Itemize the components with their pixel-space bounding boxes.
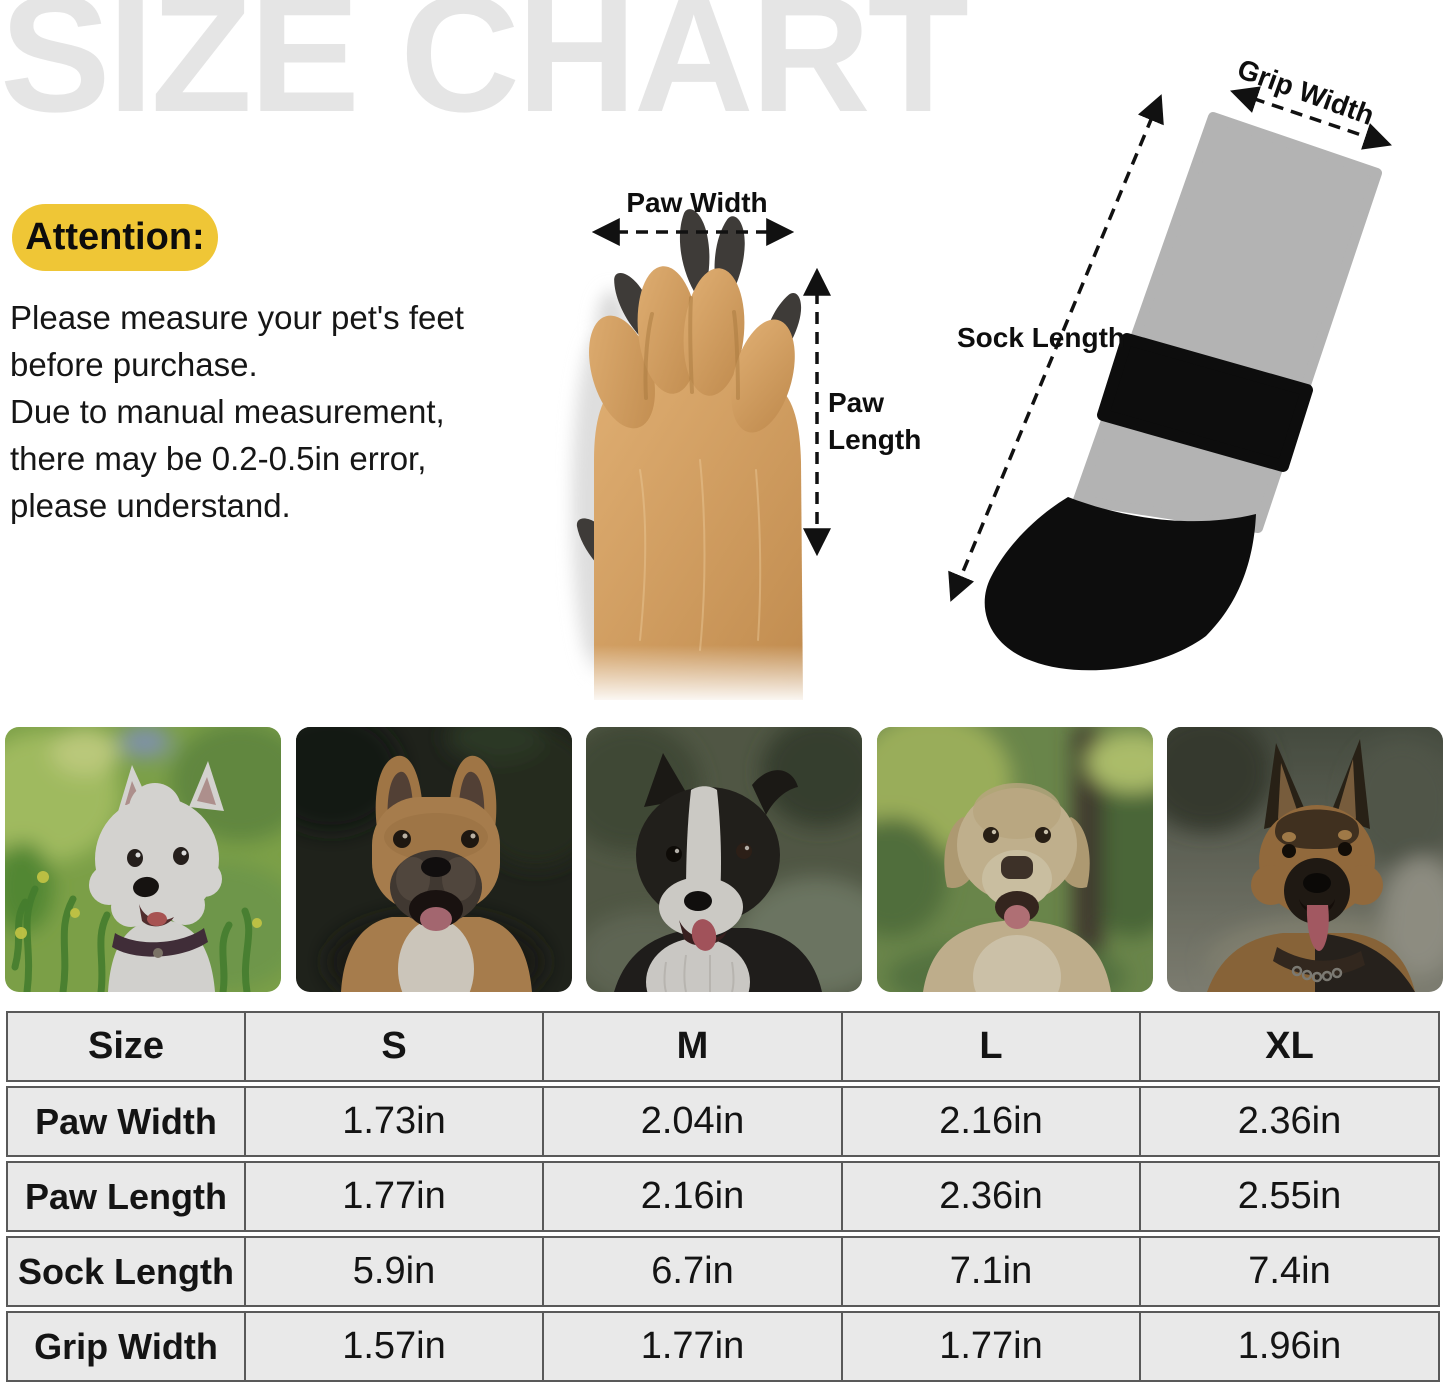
size-value: 7.1in: [843, 1236, 1141, 1307]
size-value: 2.55in: [1141, 1161, 1440, 1232]
column-header-xl: XL: [1141, 1011, 1440, 1082]
sock-length-label: Sock Length: [957, 322, 1126, 353]
dog-photo-french-bulldog: [296, 727, 572, 992]
size-value: 2.36in: [1141, 1086, 1440, 1157]
table-row-sock-length: Sock Length 5.9in 6.7in 7.1in 7.4in: [6, 1236, 1440, 1307]
row-label: Paw Width: [6, 1086, 246, 1157]
size-value: 1.73in: [246, 1086, 544, 1157]
dog-photo-border-collie: [586, 727, 862, 992]
size-value: 2.16in: [544, 1161, 843, 1232]
size-value: 2.04in: [544, 1086, 843, 1157]
table-row-grip-width: Grip Width 1.57in 1.77in 1.77in 1.96in: [6, 1311, 1440, 1382]
size-table: Size S M L XL Paw Width 1.73in 2.04in 2.…: [6, 1007, 1440, 1386]
measurement-note: Please measure your pet's feet before pu…: [10, 299, 464, 524]
dog-paw-photo: [594, 366, 803, 700]
size-value: 5.9in: [246, 1236, 544, 1307]
size-value: 7.4in: [1141, 1236, 1440, 1307]
column-header-size: Size: [6, 1011, 246, 1082]
row-label: Paw Length: [6, 1161, 246, 1232]
attention-badge: Attention:: [12, 204, 218, 271]
table-row-paw-length: Paw Length 1.77in 2.16in 2.36in 2.55in: [6, 1161, 1440, 1232]
size-value: 1.77in: [246, 1161, 544, 1232]
paw-length-label: Paw Length: [828, 387, 922, 455]
row-label: Grip Width: [6, 1311, 246, 1382]
paw-measurement-figure: [555, 209, 845, 715]
dog-photo-labrador-retriever: [877, 727, 1153, 992]
dog-photo-west-highland-terrier: [5, 727, 281, 992]
row-label: Sock Length: [6, 1236, 246, 1307]
size-value: 1.77in: [544, 1311, 843, 1382]
size-value: 2.36in: [843, 1161, 1141, 1232]
sock-length-arrow: [948, 94, 1164, 602]
size-value: 2.16in: [843, 1086, 1141, 1157]
paw-width-label: Paw Width: [626, 187, 768, 218]
size-value: 6.7in: [544, 1236, 843, 1307]
attention-badge-label: Attention:: [25, 216, 205, 258]
grip-width-arrow: [1230, 86, 1392, 150]
page-title: SIZE CHART: [0, 0, 969, 147]
table-row-paw-width: Paw Width 1.73in 2.04in 2.16in 2.36in: [6, 1086, 1440, 1157]
column-header-l: L: [843, 1011, 1141, 1082]
size-value: 1.77in: [843, 1311, 1141, 1382]
sock-foot: [984, 497, 1256, 671]
table-header-row: Size S M L XL: [6, 1011, 1440, 1082]
dog-photo-german-shepherd: [1167, 727, 1443, 992]
sock-measurement-figure: [948, 86, 1392, 671]
size-value: 1.96in: [1141, 1311, 1440, 1382]
column-header-s: S: [246, 1011, 544, 1082]
size-value: 1.57in: [246, 1311, 544, 1382]
column-header-m: M: [544, 1011, 843, 1082]
